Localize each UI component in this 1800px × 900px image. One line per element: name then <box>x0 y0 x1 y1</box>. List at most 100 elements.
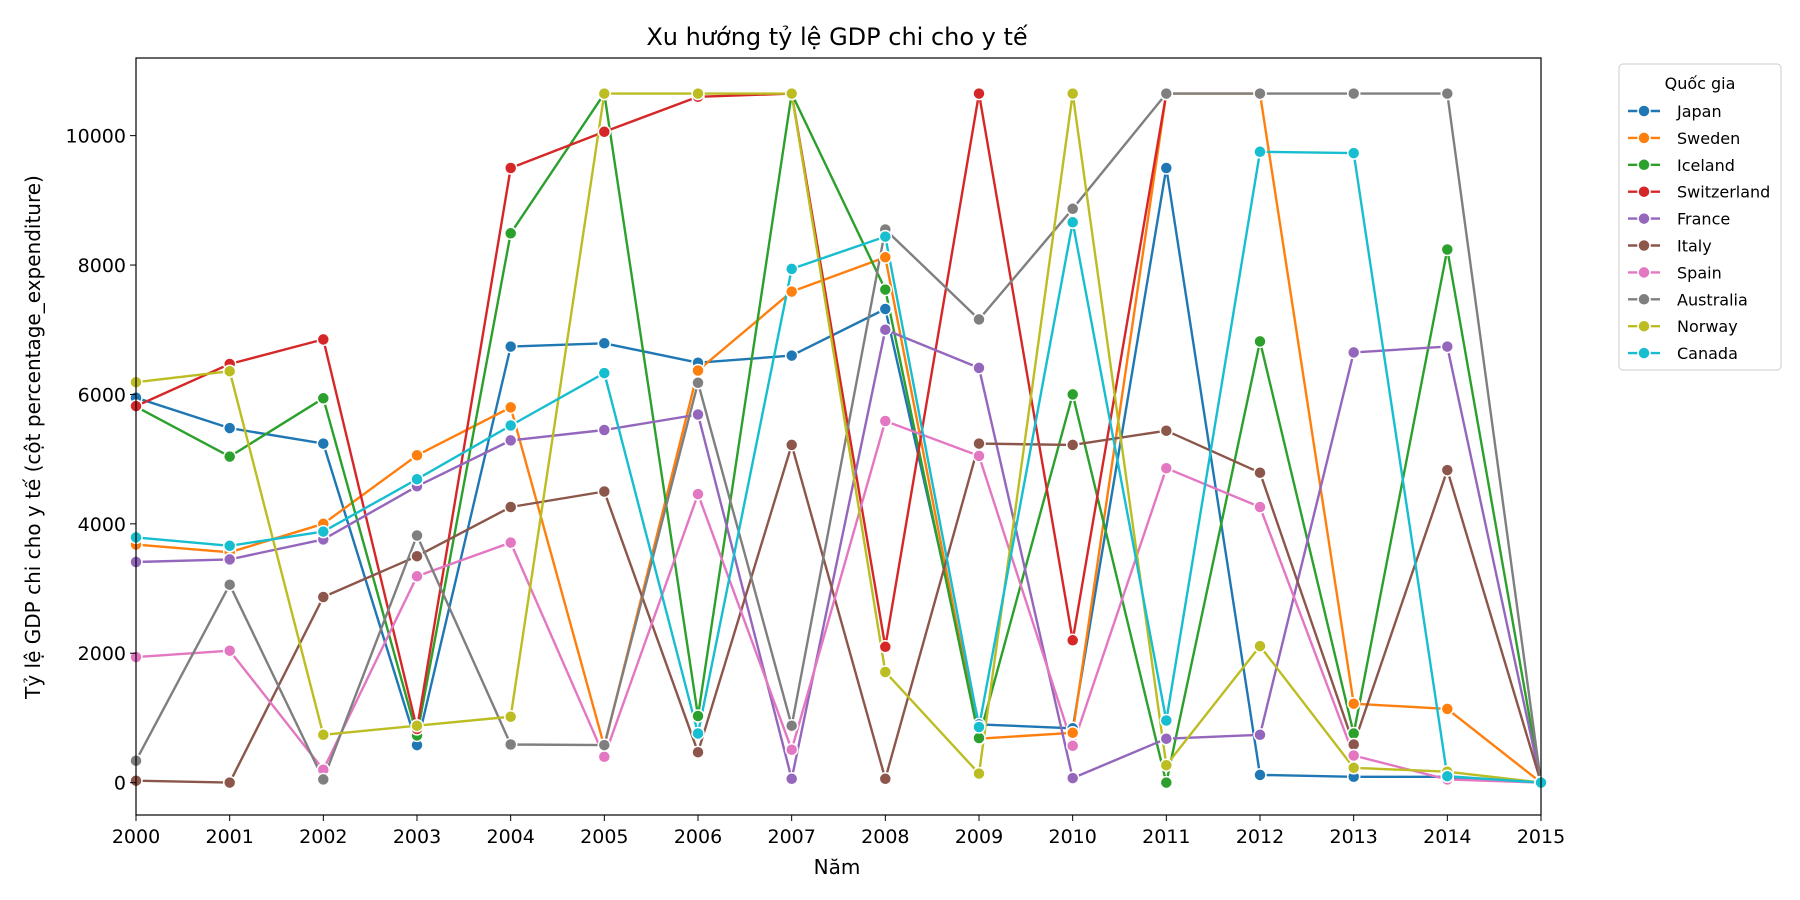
y-tick-label: 0 <box>114 773 126 795</box>
data-point-france <box>691 407 705 422</box>
data-point-france <box>597 423 612 437</box>
legend-label: Norway <box>1677 317 1738 336</box>
legend-label: Iceland <box>1677 156 1735 175</box>
data-point-japan <box>878 302 893 316</box>
data-point-australia <box>1440 86 1455 101</box>
data-point-australia <box>316 772 331 787</box>
data-point-norway <box>972 766 986 781</box>
series-line-norway <box>135 92 1542 784</box>
x-tick-label: 2006 <box>674 826 722 848</box>
data-point-iceland <box>1065 387 1080 402</box>
x-axis: 2000 2001 2002 2003 2004 2005 2006 2007 2008 2009… <box>112 815 1565 848</box>
data-point-iceland <box>503 226 518 241</box>
data-point-canada <box>1440 769 1455 783</box>
data-point-canada <box>691 726 705 741</box>
data-point-sweden <box>784 284 799 299</box>
legend-swatch-marker <box>1637 292 1651 307</box>
data-point-norway <box>691 86 705 101</box>
y-tick-label: 8000 <box>78 255 126 277</box>
legend-frame <box>1618 63 1782 371</box>
data-point-italy <box>597 484 612 499</box>
data-point-iceland <box>316 391 331 406</box>
data-point-sweden <box>503 400 518 415</box>
y-axis: 0 2000 4000 6000 8000 10000 <box>66 126 136 795</box>
data-point-iceland <box>878 282 893 297</box>
data-point-australia <box>784 718 799 733</box>
legend-swatch-marker <box>1637 265 1651 280</box>
series-line-france <box>135 328 1543 783</box>
data-point-australia <box>1065 202 1080 216</box>
x-tick-label: 2014 <box>1423 826 1471 848</box>
data-point-australia <box>972 312 986 327</box>
legend: Quốc gia Japan Sweden Iceland Switzerland Fr… <box>1618 63 1782 371</box>
series-line-sweden <box>135 92 1542 784</box>
legend-item-sweden: Sweden <box>1628 129 1740 148</box>
legend-item-spain: Spain <box>1628 263 1722 282</box>
x-tick-label: 2000 <box>112 826 160 848</box>
data-point-norway <box>597 86 612 101</box>
data-point-sweden <box>1346 696 1361 711</box>
data-point-canada <box>1159 713 1174 728</box>
data-point-spain <box>784 742 799 757</box>
chart-title: Xu hướng tỷ lệ GDP chi cho y tế <box>646 23 1028 51</box>
legend-item-italy: Italy <box>1628 237 1712 256</box>
data-point-canada <box>503 418 518 433</box>
data-point-japan <box>222 421 237 435</box>
data-point-australia <box>410 528 424 543</box>
data-point-spain <box>410 569 424 584</box>
data-point-switzerland <box>972 86 986 101</box>
data-point-iceland <box>1346 726 1361 741</box>
legend-swatch-marker <box>1637 346 1651 360</box>
legend-items: Japan Sweden Iceland Switzerland France Italy… <box>1628 102 1770 363</box>
data-point-australia <box>503 737 518 752</box>
legend-swatch-marker <box>1637 131 1651 145</box>
x-tick-label: 2003 <box>393 826 441 848</box>
x-tick-label: 2004 <box>486 826 534 848</box>
data-point-japan <box>1253 768 1267 782</box>
data-point-france <box>1065 771 1080 785</box>
plot-frame <box>135 57 1542 816</box>
data-point-france <box>1346 345 1361 360</box>
data-point-canada <box>222 539 237 553</box>
x-tick-label: 2009 <box>955 826 1003 848</box>
data-point-sweden <box>1065 726 1080 740</box>
data-point-canada <box>1253 145 1267 159</box>
data-point-france <box>972 361 986 375</box>
x-tick-label: 2007 <box>767 826 815 848</box>
legend-item-australia: Australia <box>1628 290 1748 309</box>
data-point-france <box>222 552 237 567</box>
data-point-canada <box>1065 215 1080 230</box>
series-line-australia <box>134 92 1543 783</box>
data-point-spain <box>1065 739 1080 753</box>
data-point-iceland <box>1253 334 1267 349</box>
plot-markers <box>129 86 1548 790</box>
data-point-switzerland <box>503 161 518 175</box>
data-point-italy <box>1346 737 1361 752</box>
data-point-switzerland <box>316 332 331 347</box>
data-point-australia <box>1159 86 1174 101</box>
series-line-italy <box>135 429 1543 784</box>
series-line-spain <box>135 419 1542 784</box>
x-tick-label: 2015 <box>1517 826 1565 848</box>
data-point-canada <box>410 472 424 486</box>
data-point-spain <box>972 449 986 463</box>
legend-label: Spain <box>1677 263 1722 282</box>
legend-label: Japan <box>1676 102 1722 121</box>
data-point-norway <box>1253 639 1267 653</box>
x-tick-label: 2010 <box>1048 826 1096 848</box>
legend-item-japan: Japan <box>1628 102 1722 121</box>
data-point-australia <box>1253 86 1267 101</box>
data-point-iceland <box>972 731 986 745</box>
data-point-sweden <box>1440 702 1455 716</box>
data-point-norway <box>316 728 331 742</box>
data-point-canada <box>972 720 986 734</box>
series-line-iceland <box>135 92 1543 784</box>
data-point-iceland <box>1159 775 1174 790</box>
data-point-italy <box>972 436 986 451</box>
legend-label: Australia <box>1677 290 1748 309</box>
legend-item-iceland: Iceland <box>1628 156 1735 175</box>
data-point-iceland <box>1440 242 1455 257</box>
data-point-japan <box>316 436 331 451</box>
data-point-norway <box>222 364 237 378</box>
